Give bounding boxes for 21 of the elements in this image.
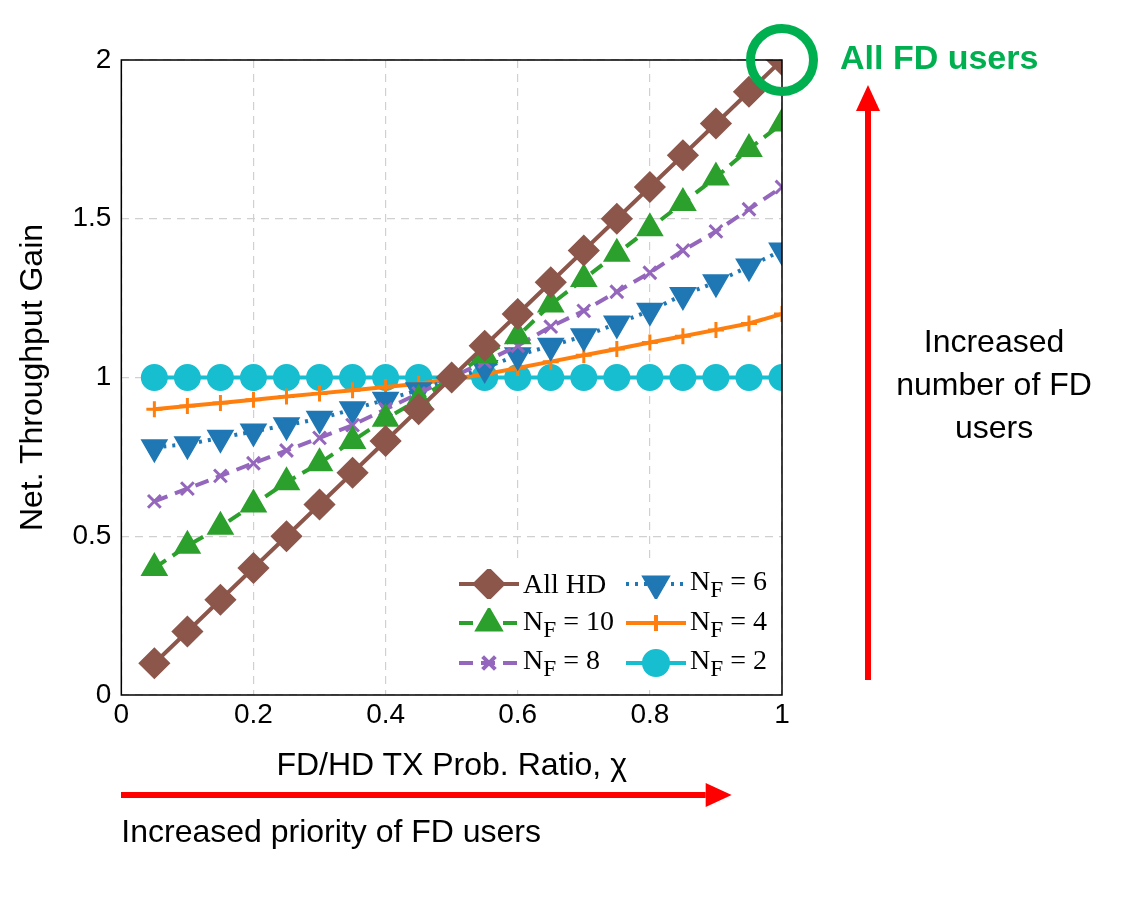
legend-label: N$_{F}$ = 10 — [523, 604, 615, 643]
text: Increased number of FD users — [895, 322, 1093, 448]
x-tick-label: 0.4 — [366, 697, 406, 729]
y-axis-title: Net. Throughput Gain — [13, 223, 50, 532]
legend-label: All HD — [523, 567, 607, 600]
text: Increased priority of FD users — [121, 813, 542, 850]
x-axis-title: FD/HD TX Prob. Ratio, χ — [276, 745, 628, 782]
annotation: All FD users — [840, 38, 1039, 77]
y-tick-label: 0 — [95, 677, 112, 709]
x-tick-label: 0.8 — [630, 697, 670, 729]
y-tick-label: 1.5 — [72, 201, 112, 233]
x-tick-label: 1 — [774, 697, 790, 729]
legend-label: N$_{F}$ = 2 — [690, 644, 768, 682]
y-tick-label: 0.5 — [72, 518, 112, 550]
legend-label: N$_{F}$ = 6 — [690, 565, 768, 603]
legend-label: N$_{F}$ = 8 — [523, 644, 601, 682]
x-tick-label: 0.6 — [498, 697, 538, 729]
y-tick-label: 1 — [95, 360, 112, 392]
x-tick-label: 0.2 — [233, 697, 273, 729]
legend-label: N$_{F}$ = 4 — [690, 604, 768, 643]
y-tick-label: 2 — [95, 42, 112, 74]
